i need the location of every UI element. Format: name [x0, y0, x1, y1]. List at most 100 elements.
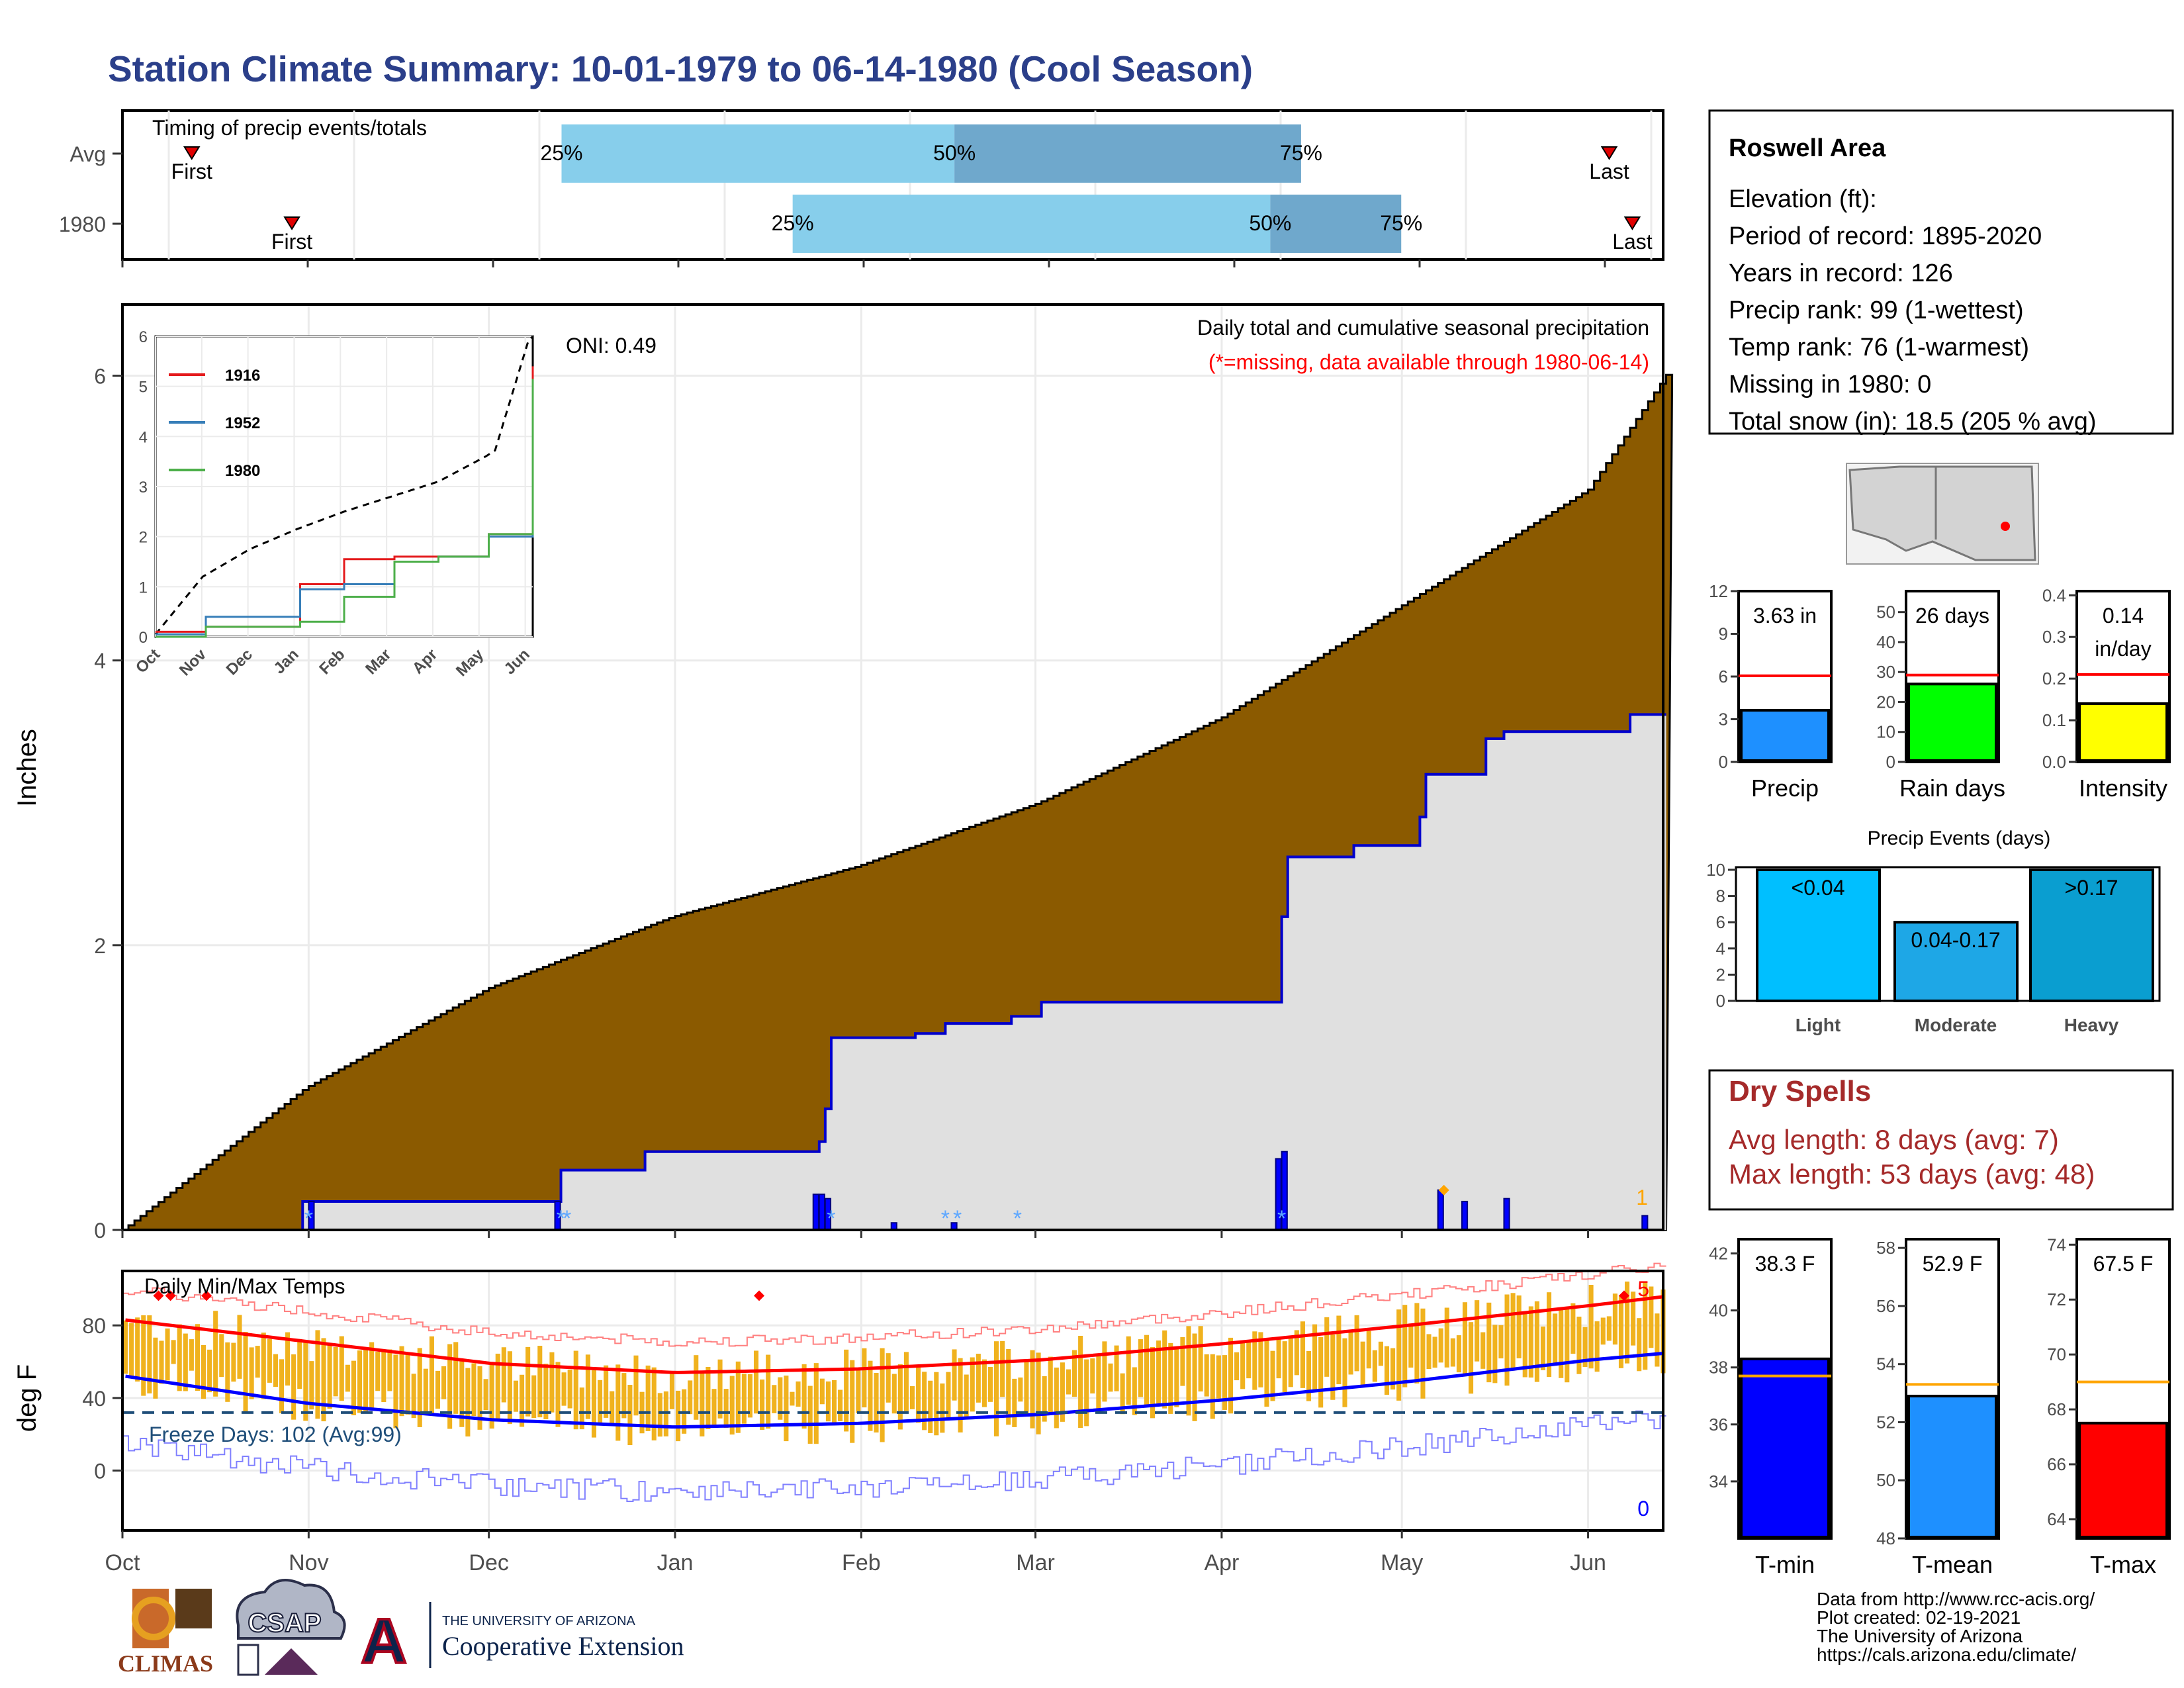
events-y-tick-label: 2: [1716, 964, 1725, 984]
daily-temp-bar: [165, 1328, 170, 1381]
timing-row-label: 1980: [59, 212, 106, 236]
daily-temp-bar: [1570, 1303, 1576, 1354]
daily-temp-bar: [850, 1360, 855, 1443]
temp-summary-bar-2: 67.5 F T-max 64 66 68 70 72 74: [2047, 1235, 2171, 1578]
daily-temp-bar: [393, 1354, 398, 1429]
daily-temp-bar: [1132, 1367, 1137, 1415]
missing-asterisk: *: [1277, 1206, 1286, 1231]
daily-temp-bar: [819, 1378, 825, 1405]
daily-temp-bar: [375, 1352, 381, 1391]
daily-temp-bar: [525, 1346, 531, 1417]
daily-temp-bar: [1180, 1336, 1185, 1386]
daily-temp-bar: [1264, 1338, 1269, 1407]
daily-temp-bar: [1066, 1369, 1071, 1395]
summary-y-tick-label: 0: [1886, 752, 1895, 772]
climas-logo-ring: [132, 1597, 175, 1640]
daily-temp-bar: [1553, 1313, 1558, 1363]
summary-y-tick-label: 0.2: [2042, 669, 2066, 688]
daily-temp-bar: [958, 1358, 963, 1432]
daily-temp-bar: [790, 1391, 795, 1406]
daily-temp-bar: [1042, 1376, 1047, 1422]
daily-temp-bar: [976, 1354, 981, 1403]
daily-temp-bar: [159, 1340, 164, 1384]
daily-temp-bar: [357, 1350, 363, 1413]
daily-temp-bar: [766, 1354, 771, 1429]
daily-temp-bar: [1330, 1335, 1336, 1400]
dry-spells-max: Max length: 53 days (avg: 48): [1729, 1158, 2095, 1190]
daily-temp-bar: [1096, 1354, 1101, 1413]
daily-temp-bar: [369, 1342, 375, 1409]
record-high-marker: [153, 1290, 164, 1301]
daily-temp-bar: [1547, 1292, 1552, 1378]
daily-temp-bar: [1528, 1306, 1533, 1378]
daily-temp-bar: [1012, 1378, 1017, 1427]
summary-bar-2-value-label: 0.14: [2103, 604, 2144, 628]
daily-temp-bar: [1631, 1291, 1636, 1346]
daily-temp-bar: [705, 1366, 711, 1429]
daily-temp-bar: [831, 1380, 837, 1425]
daily-temp-bar: [796, 1381, 801, 1407]
daily-temp-bar: [1228, 1337, 1234, 1414]
precip-panel-title: Daily total and cumulative seasonal prec…: [1197, 316, 1649, 340]
oni-label: ONI: 0.49: [566, 334, 657, 357]
daily-temp-bar: [1138, 1339, 1143, 1397]
summary-bar-2: 0.14 in/day Intensity 0.0 0.1 0.2 0.3 0.4: [2042, 585, 2171, 802]
inset-y-tick-label: 6: [139, 328, 148, 346]
daily-temp-bar: [663, 1391, 668, 1436]
temp-summary-y-tick-label: 48: [1876, 1528, 1895, 1548]
daily-temp-bar: [700, 1374, 705, 1436]
month-tick-label: Jun: [1570, 1550, 1606, 1575]
summary-y-tick-label: 0.4: [2042, 585, 2066, 605]
daily-temp-bar: [729, 1376, 735, 1435]
daily-temp-bar: [1390, 1348, 1396, 1390]
temp-summary-bar-0: 38.3 F T-min 34 36 38 40 42: [1709, 1238, 1833, 1578]
events-title: Precip Events (days): [1868, 827, 2051, 849]
daily-temp-bar: [123, 1320, 128, 1374]
daily-temp-bar: [1559, 1308, 1564, 1378]
first-event-marker: [183, 146, 201, 160]
daily-temp-bar: [1270, 1350, 1275, 1401]
daily-temp-bar: [579, 1387, 584, 1430]
daily-temp-bar: [1354, 1315, 1359, 1372]
daily-temp-bar: [285, 1332, 291, 1386]
daily-temp-bar: [483, 1379, 488, 1411]
timing-label-50: 50%: [933, 141, 976, 165]
precip-y-tick-label: 0: [94, 1219, 106, 1243]
record-max-line: [122, 1262, 1666, 1347]
missing-asterisk: *: [827, 1206, 835, 1231]
daily-temp-bar: [303, 1341, 308, 1421]
daily-temp-bar: [1192, 1333, 1197, 1421]
summary-y-tick-label: 0: [1719, 752, 1728, 772]
daily-temp-bar: [1288, 1338, 1293, 1387]
precip-y-axis-label: Inches: [13, 729, 42, 807]
daily-temp-bar: [1198, 1326, 1203, 1392]
month-tick-label: Nov: [289, 1550, 328, 1575]
daily-temp-bar: [1162, 1330, 1167, 1409]
temp-y-tick-label: 40: [82, 1387, 106, 1411]
precip-panel-frame: [121, 303, 1664, 1231]
temp-summary-y-tick-label: 42: [1709, 1244, 1728, 1264]
temp-summary-bar-2-label: T-max: [2090, 1551, 2156, 1578]
missing-asterisk: *: [953, 1206, 962, 1231]
daily-temp-bar: [598, 1380, 603, 1423]
daily-temp-bar: [604, 1365, 609, 1418]
missing-asterisk: *: [941, 1206, 950, 1231]
daily-temp-bar: [717, 1359, 723, 1419]
daily-temp-bar: [651, 1367, 657, 1440]
daily-temp-bar: [489, 1362, 494, 1429]
dry-spells-avg: Avg length: 8 days (avg: 7): [1729, 1124, 2059, 1155]
daily-temp-bar: [249, 1347, 254, 1399]
daily-temp-bar: [1594, 1321, 1600, 1372]
daily-temp-bar: [1222, 1355, 1227, 1410]
daily-temp-bar: [1372, 1350, 1377, 1382]
daily-temp-bar: [1276, 1337, 1281, 1379]
daily-temp-bar: [1540, 1326, 1546, 1370]
daily-temp-bar: [741, 1374, 747, 1424]
timing-bar-50-75: [954, 124, 1301, 183]
daily-temp-bar: [591, 1370, 597, 1438]
credit-line: Plot created: 02-19-2021: [1817, 1607, 2021, 1628]
daily-temp-bar: [874, 1373, 879, 1433]
daily-temp-bar: [1408, 1323, 1414, 1368]
daily-temp-bar: [129, 1323, 134, 1377]
precip-y-tick-label: 4: [94, 649, 106, 673]
